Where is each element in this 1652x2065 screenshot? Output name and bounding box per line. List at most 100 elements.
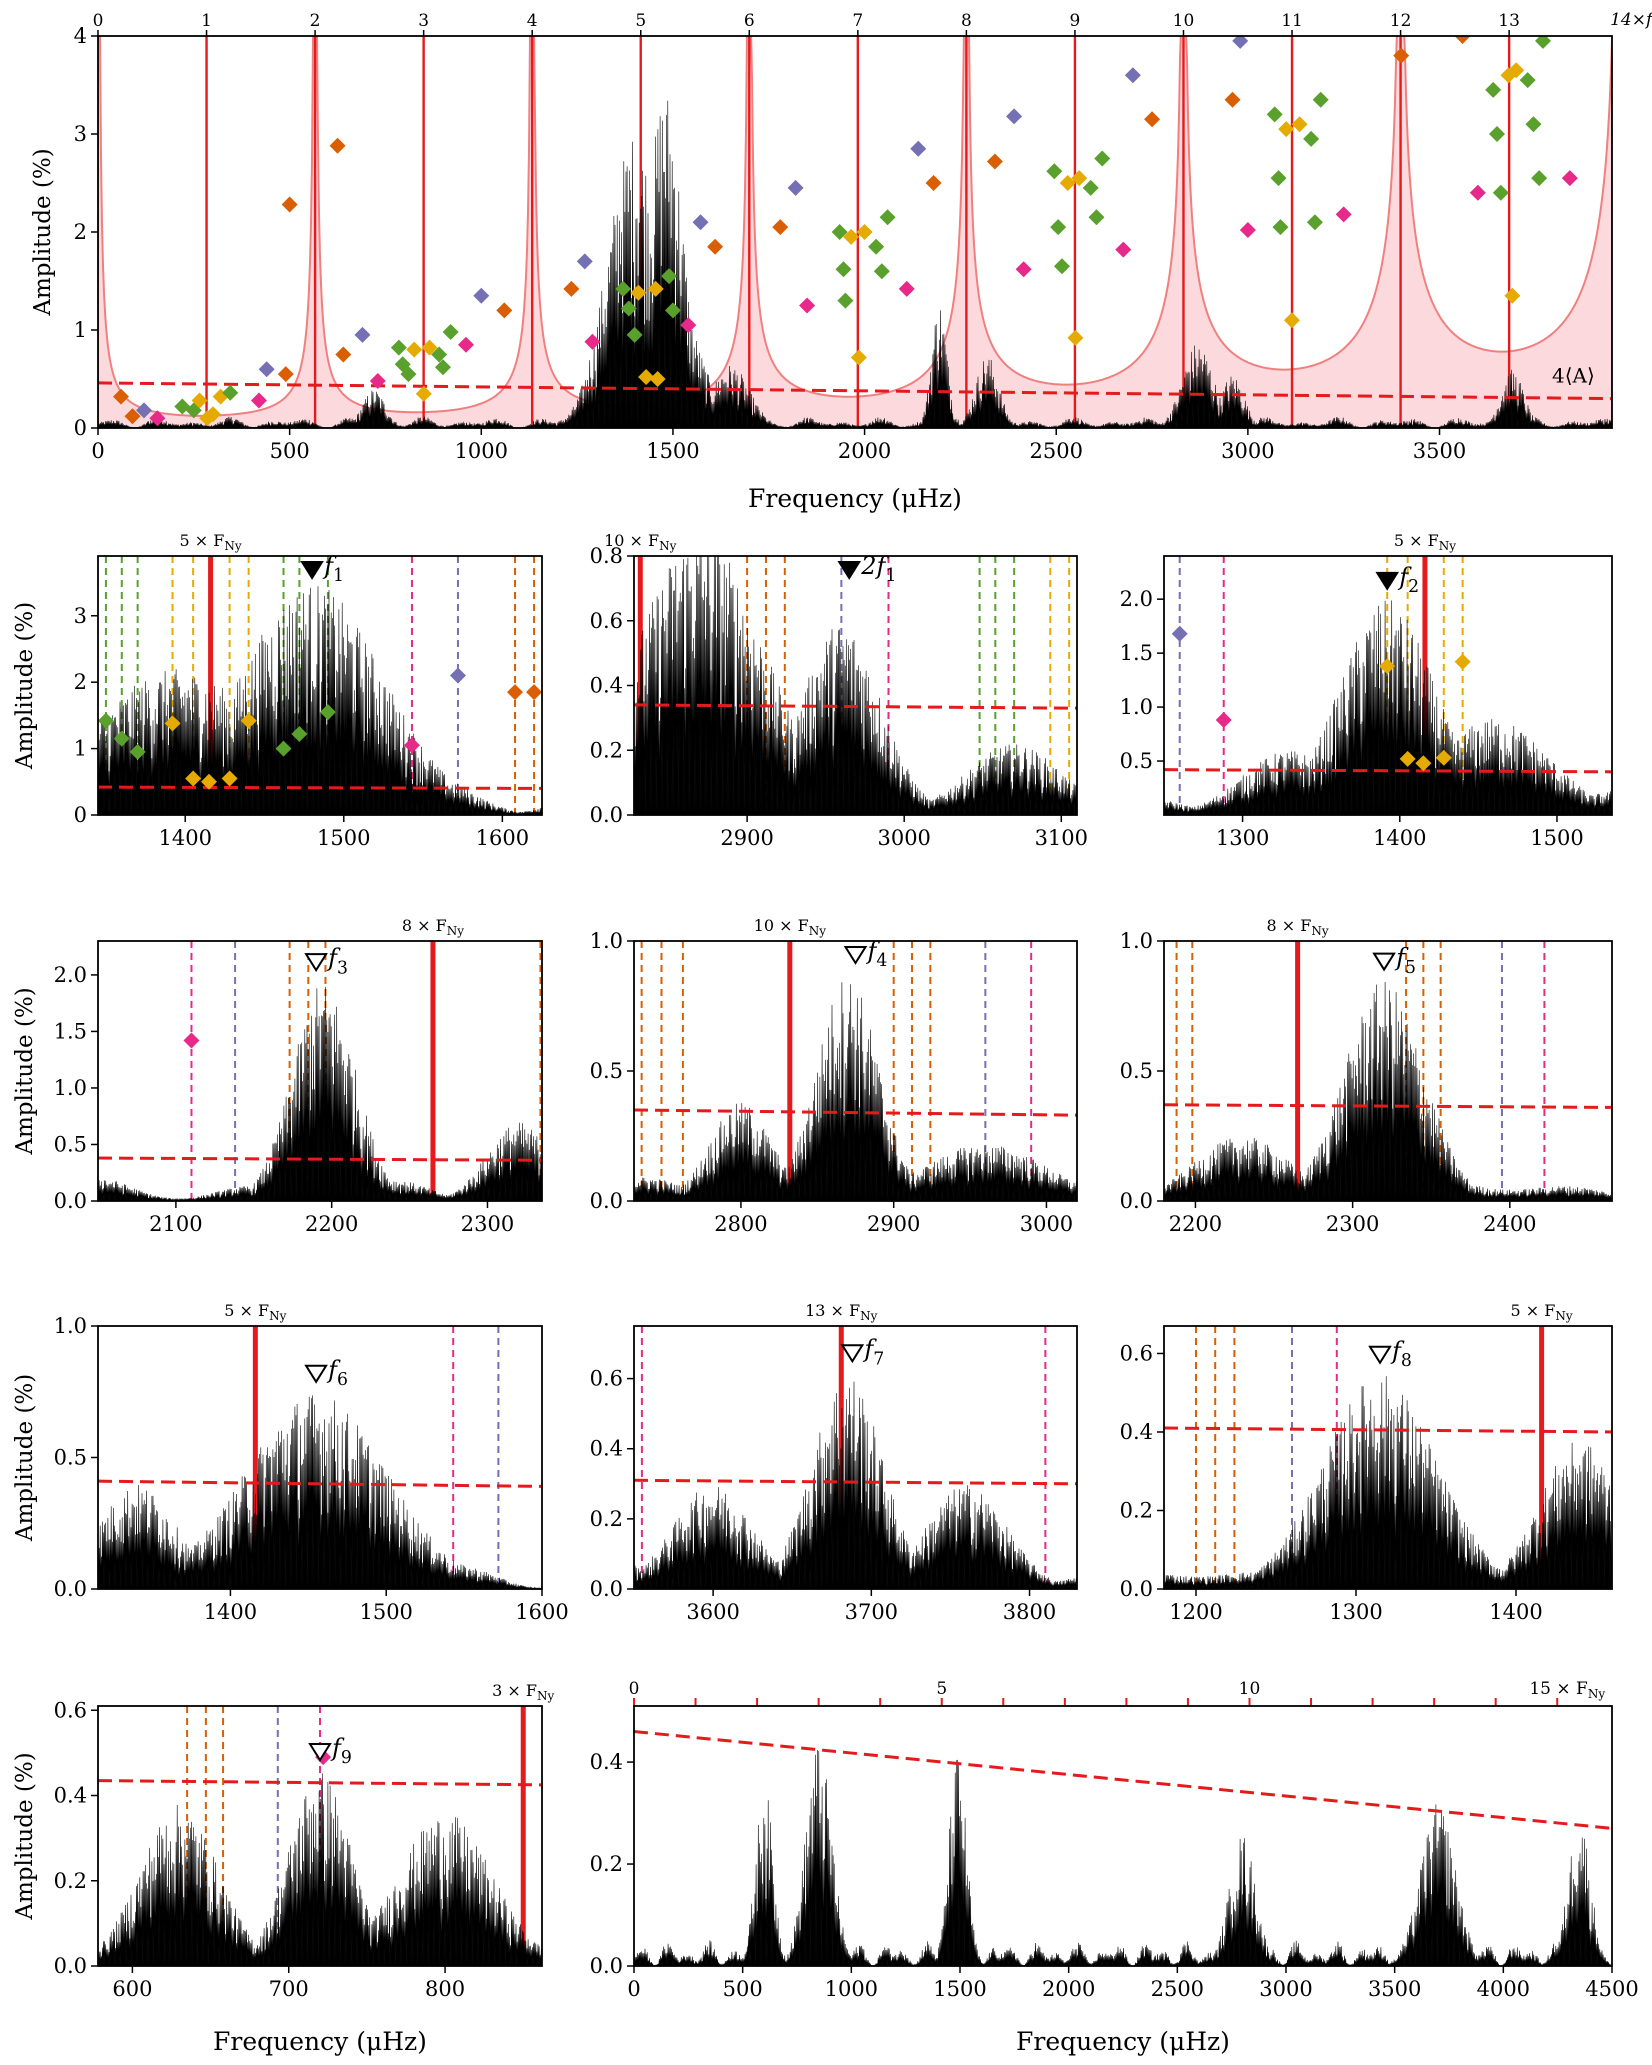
main-x-axis-label: Frequency (μHz) xyxy=(748,484,962,513)
mode-diamond xyxy=(275,740,292,757)
mode-diamond xyxy=(898,280,915,297)
y-tick-label: 0.4 xyxy=(590,1437,623,1461)
mode-diamond xyxy=(319,704,336,721)
x-tick-label: 2800 xyxy=(714,1212,767,1236)
mode-diamond xyxy=(1561,170,1578,187)
x-tick-label: 2100 xyxy=(149,1212,202,1236)
x-tick-label: 1000 xyxy=(825,1977,878,2001)
mode-diamond xyxy=(799,297,816,314)
x-tick-label: 1500 xyxy=(317,826,370,850)
mode-diamond xyxy=(787,179,804,196)
mode-diamond xyxy=(281,196,298,213)
frequency-marker-label: f8 xyxy=(1390,1337,1412,1371)
mode-diamond xyxy=(113,730,130,747)
spectrum-line xyxy=(98,986,542,1201)
top-tick-label: 2 xyxy=(310,11,321,31)
y-tick-label: 0.8 xyxy=(590,544,623,568)
frequency-marker xyxy=(840,1344,865,1364)
mode-diamond xyxy=(879,209,896,226)
frequency-marker xyxy=(1372,952,1396,972)
axes-frame xyxy=(1163,555,1613,816)
top-tick-label: 4 xyxy=(527,11,538,31)
x-tick-label: 2900 xyxy=(867,1212,920,1236)
mode-diamond xyxy=(664,302,681,319)
mode-diamond xyxy=(390,339,407,356)
top-tick-label: 15 × FNy xyxy=(1529,1679,1605,1701)
mode-diamond xyxy=(124,408,141,425)
y-tick-label: 1.0 xyxy=(54,1076,87,1100)
mode-diamond xyxy=(400,366,417,383)
mode-diamond xyxy=(831,224,848,240)
mode-diamond xyxy=(661,268,678,285)
x-tick-label: 700 xyxy=(269,1977,309,2001)
x-tick-label: 1400 xyxy=(158,826,211,850)
x-tick-label: 1500 xyxy=(1530,826,1583,850)
threshold-line xyxy=(1164,1103,1612,1109)
mode-diamond xyxy=(1239,222,1256,239)
x-tick-label: 2500 xyxy=(1030,439,1083,463)
x-tick-label: 1300 xyxy=(1329,1600,1382,1624)
spectrum-line xyxy=(98,586,542,815)
y-tick-label: 0.6 xyxy=(54,1698,87,1722)
x-tick-label: 500 xyxy=(270,439,310,463)
x-tick-label: 1400 xyxy=(1489,1600,1542,1624)
y-axis-label: Amplitude (%) xyxy=(12,1374,38,1542)
frequency-marker xyxy=(843,946,868,965)
threshold-line xyxy=(98,1479,542,1488)
mode-diamond xyxy=(369,372,386,389)
mode-diamond xyxy=(1525,116,1542,133)
mode-diamond xyxy=(1335,206,1352,223)
x-tick-label: 2500 xyxy=(1151,1977,1204,2001)
x-tick-label: 1600 xyxy=(515,1600,568,1624)
mode-diamond xyxy=(1015,261,1032,278)
frequency-marker-label: f4 xyxy=(866,937,888,971)
frequency-marker-label: f1 xyxy=(322,552,344,586)
y-tick-label: 0.5 xyxy=(54,1132,87,1156)
mode-diamond xyxy=(1232,36,1249,49)
nyquist-label: 5 × FNy xyxy=(1394,531,1456,553)
axes-frame xyxy=(97,1705,543,1967)
mode-diamond xyxy=(910,140,927,157)
axes-frame xyxy=(97,555,543,816)
mode-diamond xyxy=(191,392,208,409)
mode-diamond xyxy=(1094,150,1111,167)
top-tick-label: 9 xyxy=(1070,11,1081,31)
mode-diamond xyxy=(1006,108,1023,125)
mode-diamond xyxy=(1088,209,1105,226)
y-tick-label: 0.0 xyxy=(1120,1189,1153,1213)
nyquist-label: 10 × FNy xyxy=(754,916,827,938)
panel-p11: 0 5 10 15 × FNy 0 500 1000 1500 2000 2500 3000 3500… xyxy=(590,1679,1639,2001)
y-tick-label: 0.0 xyxy=(1120,1577,1153,1601)
x-tick-label: 500 xyxy=(723,1977,763,2001)
axes-frame xyxy=(633,1705,1613,1967)
mode-diamond xyxy=(291,725,308,742)
mode-diamond xyxy=(201,773,217,790)
x-tick-label: 1200 xyxy=(1169,1600,1222,1624)
x-tick-label: 800 xyxy=(425,1977,465,2001)
mode-diamond xyxy=(873,263,890,280)
frequency-marker-label: f2 xyxy=(1397,563,1419,597)
mode-diamond xyxy=(1224,91,1241,108)
y-tick-label: 1.5 xyxy=(1120,641,1153,665)
mode-diamond xyxy=(1306,214,1323,231)
panel-p6: f5 8 × FNy 2200 2300 2400 0.0 0.5 1.0 xyxy=(1120,916,1613,1236)
bottom-left-x-axis-label: Frequency (μHz) xyxy=(213,2027,427,2056)
y-tick-label: 0.2 xyxy=(1120,1498,1153,1522)
mode-diamond xyxy=(406,341,423,358)
x-tick-label: 1500 xyxy=(359,1600,412,1624)
x-tick-label: 600 xyxy=(112,1977,152,2001)
y-axis-label: Amplitude (%) xyxy=(12,987,38,1155)
panel-p1: f1 5 × FNy 1400 1500 1600 0 1 2 3 Amplitude (%) xyxy=(12,531,543,850)
mode-diamond xyxy=(1531,170,1548,187)
mode-diamond xyxy=(1171,625,1188,642)
spectrum-line xyxy=(634,1381,1077,1589)
mode-diamond xyxy=(1435,749,1452,766)
mode-diamond xyxy=(204,406,221,423)
alias-envelope xyxy=(98,36,1612,428)
threshold-label: 4⟨A⟩ xyxy=(1552,364,1595,388)
frequency-marker-label: f3 xyxy=(326,944,348,978)
mode-diamond xyxy=(434,359,451,376)
y-tick-label: 2 xyxy=(74,220,87,244)
mode-diamond xyxy=(112,388,129,405)
mode-diamond xyxy=(615,280,632,297)
